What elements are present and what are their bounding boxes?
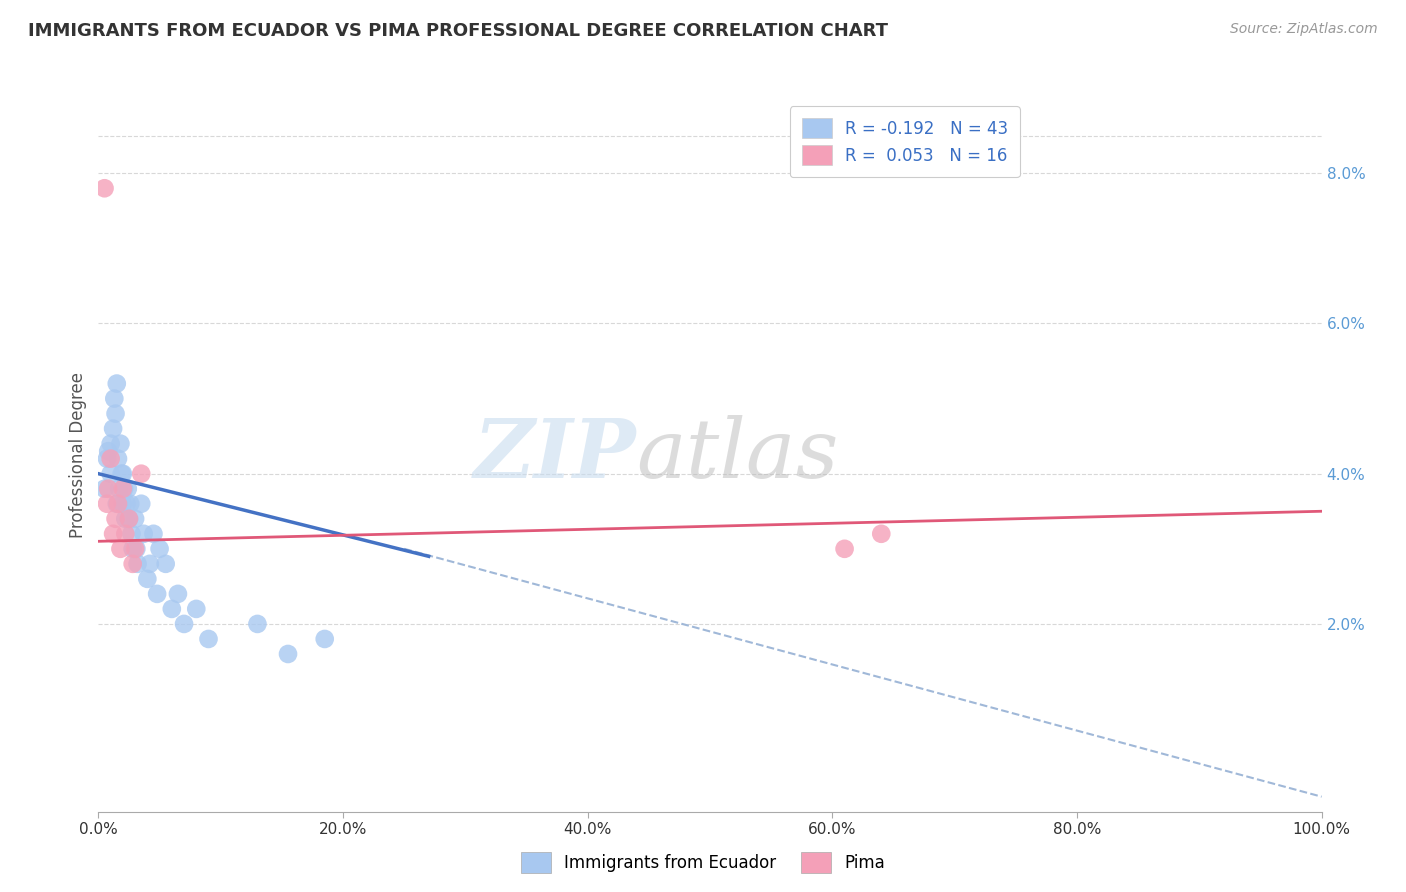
Point bbox=[105, 376, 128, 391]
Point bbox=[142, 526, 165, 541]
Point bbox=[100, 436, 122, 450]
Point bbox=[111, 497, 134, 511]
Point bbox=[96, 497, 118, 511]
Point bbox=[173, 616, 195, 631]
Point bbox=[167, 587, 190, 601]
Point bbox=[114, 526, 136, 541]
Point bbox=[104, 512, 127, 526]
Point bbox=[101, 526, 124, 541]
Point bbox=[105, 497, 128, 511]
Point bbox=[127, 557, 149, 571]
Point bbox=[146, 587, 169, 601]
Point bbox=[110, 436, 132, 450]
Point bbox=[149, 541, 172, 556]
Point bbox=[111, 482, 134, 496]
Legend: R = -0.192   N = 43, R =  0.053   N = 16: R = -0.192 N = 43, R = 0.053 N = 16 bbox=[790, 106, 1019, 178]
Point bbox=[118, 512, 141, 526]
Legend: Immigrants from Ecuador, Pima: Immigrants from Ecuador, Pima bbox=[515, 846, 891, 880]
Point bbox=[118, 512, 141, 526]
Point bbox=[155, 557, 177, 571]
Point bbox=[870, 526, 893, 541]
Point bbox=[246, 616, 269, 631]
Point bbox=[120, 526, 142, 541]
Y-axis label: Professional Degree: Professional Degree bbox=[69, 372, 87, 538]
Point bbox=[132, 526, 155, 541]
Point bbox=[117, 482, 139, 496]
Text: Source: ZipAtlas.com: Source: ZipAtlas.com bbox=[1230, 22, 1378, 37]
Point bbox=[197, 632, 219, 646]
Point bbox=[93, 482, 115, 496]
Point bbox=[111, 467, 134, 481]
Point bbox=[129, 497, 152, 511]
Point bbox=[115, 497, 138, 511]
Text: IMMIGRANTS FROM ECUADOR VS PIMA PROFESSIONAL DEGREE CORRELATION CHART: IMMIGRANTS FROM ECUADOR VS PIMA PROFESSI… bbox=[28, 22, 889, 40]
Point bbox=[100, 451, 122, 466]
Point bbox=[101, 422, 124, 436]
Point bbox=[121, 557, 143, 571]
Point bbox=[160, 602, 183, 616]
Point bbox=[124, 541, 146, 556]
Text: atlas: atlas bbox=[637, 415, 839, 495]
Point bbox=[121, 541, 143, 556]
Point bbox=[93, 181, 115, 195]
Point bbox=[314, 632, 336, 646]
Point bbox=[96, 451, 118, 466]
Point bbox=[107, 497, 129, 511]
Point bbox=[186, 602, 208, 616]
Point bbox=[100, 467, 122, 481]
Point bbox=[129, 467, 152, 481]
Point bbox=[120, 497, 142, 511]
Point bbox=[277, 647, 299, 661]
Point bbox=[103, 392, 125, 406]
Point bbox=[114, 512, 136, 526]
Point bbox=[110, 541, 132, 556]
Text: ZIP: ZIP bbox=[474, 415, 637, 495]
Point bbox=[136, 572, 159, 586]
Point bbox=[97, 444, 120, 458]
Point bbox=[125, 541, 148, 556]
Point bbox=[111, 467, 134, 481]
Point bbox=[139, 557, 162, 571]
Point bbox=[112, 482, 135, 496]
Point bbox=[108, 482, 131, 496]
Point bbox=[97, 482, 120, 496]
Point bbox=[107, 451, 129, 466]
Point bbox=[124, 512, 146, 526]
Point bbox=[104, 407, 127, 421]
Point bbox=[834, 541, 856, 556]
